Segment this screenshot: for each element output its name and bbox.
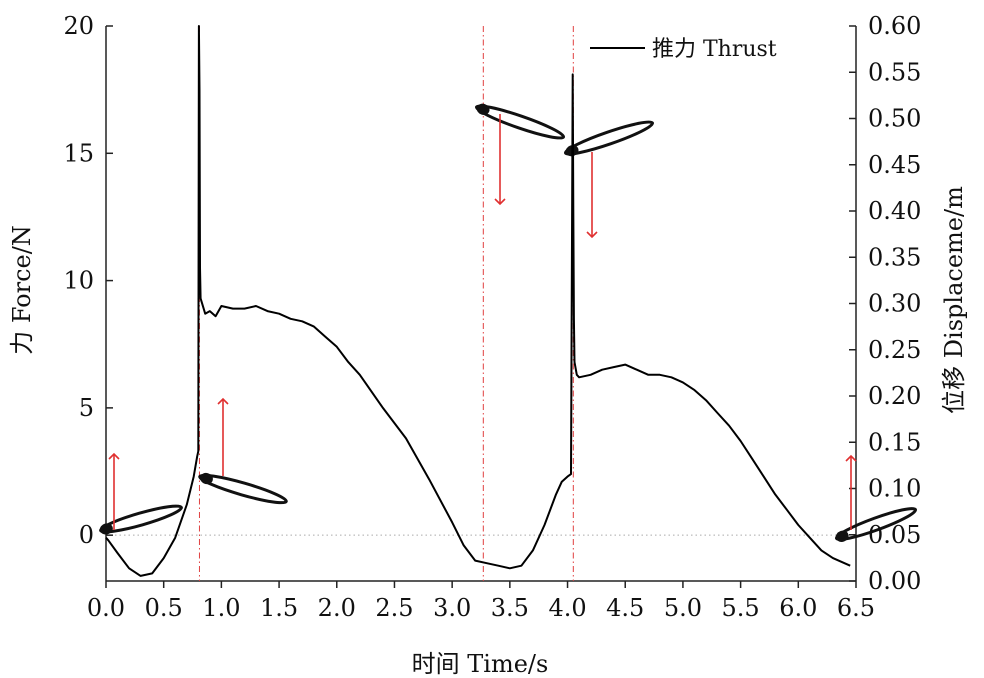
y-left-tick-label: 10 bbox=[63, 267, 94, 295]
y-right-tick-label: 0.25 bbox=[868, 336, 921, 364]
y-right-tick-label: 0.35 bbox=[868, 243, 921, 271]
x-tick-label: 4.0 bbox=[548, 594, 586, 622]
foil-icon bbox=[99, 504, 183, 535]
x-tick-label: 0.0 bbox=[87, 594, 125, 622]
x-ticks: 0.0 0.5 1.0 1.5 2.0 2.5 3.0 3.5 4.0 4.5 5.0 5.5 6.0 6… bbox=[87, 581, 875, 622]
x-tick-label: 1.5 bbox=[260, 594, 298, 622]
y-left-ticks: 0 5 10 15 20 bbox=[63, 12, 113, 549]
y-right-tick-label: 0.05 bbox=[868, 521, 921, 549]
y-right-tick-label: 0.55 bbox=[868, 58, 921, 86]
y-right-ticks: 0.00 0.05 0.10 0.15 0.20 0.25 0.30 0.35 0.40 0.45… bbox=[849, 12, 921, 595]
y-right-tick-label: 0.15 bbox=[868, 428, 921, 456]
foil-icon bbox=[834, 507, 918, 542]
x-tick-label: 4.5 bbox=[606, 594, 644, 622]
y-right-tick-label: 0.40 bbox=[868, 197, 921, 225]
x-tick-label: 3.0 bbox=[433, 594, 471, 622]
y-right-tick-label: 0.30 bbox=[868, 290, 921, 318]
x-tick-label: 3.5 bbox=[491, 594, 529, 622]
y-left-tick-label: 5 bbox=[79, 394, 94, 422]
x-tick-label: 6.5 bbox=[837, 594, 875, 622]
x-tick-label: 5.0 bbox=[664, 594, 702, 622]
phase-markers bbox=[198, 26, 574, 581]
foil-icon bbox=[474, 103, 566, 140]
y-right-tick-label: 0.10 bbox=[868, 475, 921, 503]
series-line-thrust bbox=[105, 25, 851, 577]
x-tick-label: 6.0 bbox=[779, 594, 817, 622]
foil-icon bbox=[198, 472, 288, 505]
legend-entry-thrust: 推力 Thrust bbox=[652, 37, 777, 62]
foil-icon bbox=[563, 120, 655, 157]
y-right-tick-label: 0.00 bbox=[868, 567, 921, 595]
motion-arrows bbox=[108, 114, 857, 530]
y-right-axis-title: 位移 Displaceme/m bbox=[940, 186, 968, 414]
y-right-tick-label: 0.50 bbox=[868, 105, 921, 133]
y-left-tick-label: 20 bbox=[63, 12, 94, 40]
x-axis-title: 时间 Time/s bbox=[412, 650, 549, 678]
legend: 推力 Thrust bbox=[590, 37, 777, 62]
x-tick-label: 5.5 bbox=[722, 594, 760, 622]
y-left-tick-label: 0 bbox=[79, 521, 94, 549]
y-right-tick-label: 0.60 bbox=[868, 12, 921, 40]
y-left-axis-title: 力 Force/N bbox=[8, 225, 36, 355]
y-left-tick-label: 15 bbox=[63, 139, 94, 167]
x-tick-label: 1.0 bbox=[202, 594, 240, 622]
foil-drawings bbox=[99, 103, 918, 542]
y-right-tick-label: 0.20 bbox=[868, 382, 921, 410]
x-tick-label: 2.5 bbox=[375, 594, 413, 622]
x-tick-label: 2.0 bbox=[318, 594, 356, 622]
y-right-tick-label: 0.45 bbox=[868, 151, 921, 179]
x-tick-label: 0.5 bbox=[145, 594, 183, 622]
